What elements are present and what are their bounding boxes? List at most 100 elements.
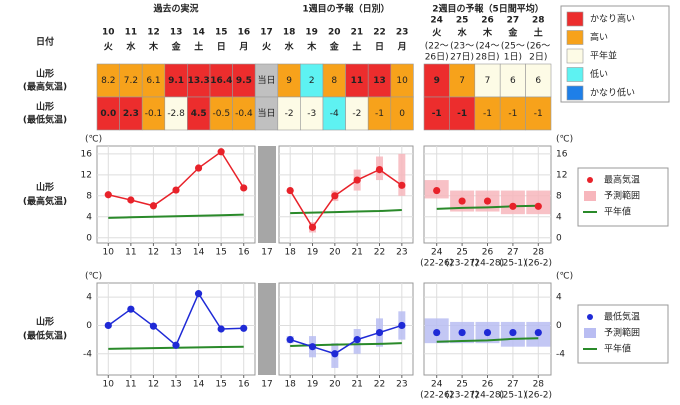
cell-value: 2.3 xyxy=(123,109,139,119)
x-tick-label: 23 xyxy=(396,248,407,258)
weekday: 金 xyxy=(507,27,518,39)
cell-value: -2.8 xyxy=(167,109,185,119)
row-label: 山形 xyxy=(36,181,54,193)
x-tick-label: 28 xyxy=(533,380,545,390)
x-tick-label: 14 xyxy=(193,248,205,258)
x-note: (24-28) xyxy=(471,259,504,269)
day-number: 15 xyxy=(215,28,228,38)
data-point xyxy=(458,328,466,337)
x-tick-label: 16 xyxy=(238,380,250,390)
legend-range xyxy=(584,191,596,201)
period: 28日) xyxy=(476,52,500,63)
x-tick-label: 25 xyxy=(456,248,467,258)
y-tick-label: 4 xyxy=(86,212,92,222)
normal-line xyxy=(436,204,539,210)
period: 2日) xyxy=(529,52,547,63)
day-number: 28 xyxy=(532,16,545,26)
data-point xyxy=(240,324,248,332)
legend-label: 予測範囲 xyxy=(604,190,640,202)
series-line xyxy=(289,168,403,229)
data-point xyxy=(509,328,517,337)
data-point xyxy=(331,192,339,200)
legend-label: 最低気温 xyxy=(604,311,640,323)
legend-marker xyxy=(587,177,593,183)
forecast-range xyxy=(398,153,406,196)
today-band xyxy=(258,146,276,243)
weekday: 水 xyxy=(126,41,136,53)
normal-line xyxy=(108,213,244,219)
data-point xyxy=(398,321,406,330)
x-tick-label: 22 xyxy=(374,248,385,258)
data-point xyxy=(104,191,112,199)
x-tick-label: 12 xyxy=(148,380,159,390)
legend-label: かなり低い xyxy=(590,87,635,99)
table-cell xyxy=(423,63,450,98)
data-point xyxy=(127,196,135,204)
day-number: 18 xyxy=(283,28,296,38)
legend-swatch xyxy=(566,11,584,27)
weekday: 木 xyxy=(148,41,159,53)
day-number: 21 xyxy=(351,28,364,38)
cell-value: 13.3 xyxy=(188,76,210,86)
x-tick-label: 11 xyxy=(125,248,136,258)
x-tick-label: 18 xyxy=(284,380,296,390)
past-heading: 過去の実況 xyxy=(152,3,198,15)
y-tick-label: 4 xyxy=(556,293,562,303)
legend-label: 平年並 xyxy=(590,50,617,62)
cell-value: -3 xyxy=(307,109,316,119)
cell-value: 9 xyxy=(434,76,440,86)
x-tick-label: 25 xyxy=(456,380,467,390)
x-note: (24-28) xyxy=(471,391,504,401)
legend-marker xyxy=(587,314,593,320)
period: (22〜 xyxy=(425,42,449,52)
row-label: (最高気温) xyxy=(23,195,67,207)
x-tick-label: 19 xyxy=(307,380,319,390)
data-point xyxy=(331,350,339,358)
data-point xyxy=(172,186,180,194)
data-point xyxy=(286,336,294,344)
y-tick-label: 0 xyxy=(86,233,92,243)
table-cell xyxy=(474,96,501,131)
y-tick-label: 0 xyxy=(86,321,92,331)
legend-swatch xyxy=(566,67,584,82)
legend-label: かなり高い xyxy=(590,13,635,25)
cell-value: 9.5 xyxy=(236,76,252,86)
period: (24〜 xyxy=(476,42,500,52)
row-label: (最高気温) xyxy=(23,81,67,93)
data-point xyxy=(172,341,180,349)
data-point xyxy=(217,325,225,333)
x-tick-label: 27 xyxy=(507,248,518,258)
normal-line xyxy=(290,208,402,215)
cell-value: 8.2 xyxy=(101,76,115,86)
data-point xyxy=(375,165,384,174)
x-tick-label: 20 xyxy=(329,248,341,258)
data-point xyxy=(104,321,112,330)
x-tick-label: 12 xyxy=(148,248,159,258)
weekday: 日 xyxy=(217,42,226,53)
x-note: (26-2) xyxy=(525,259,552,269)
data-point xyxy=(534,328,542,337)
row-label: 山形 xyxy=(36,101,54,113)
period: (23〜 xyxy=(450,42,474,52)
x-note: (25-1) xyxy=(499,391,526,401)
data-point xyxy=(308,343,317,351)
weekday: 金 xyxy=(171,41,182,53)
x-tick-label: 24 xyxy=(431,380,443,390)
forecast-range xyxy=(500,190,525,215)
legend-swatch xyxy=(566,30,584,45)
weekday: 金 xyxy=(329,41,340,53)
x-tick-label: 14 xyxy=(193,380,205,390)
x-tick-label: 17 xyxy=(261,380,272,390)
x-tick-label: 21 xyxy=(351,380,362,390)
x-tick-label: 13 xyxy=(170,380,181,390)
legend-label: 低い xyxy=(590,68,608,80)
y-tick-label: 12 xyxy=(556,170,567,180)
data-point xyxy=(149,322,158,330)
cell-value: -1 xyxy=(375,109,384,119)
x-tick-label: 13 xyxy=(170,248,181,258)
weekday: 木 xyxy=(482,27,493,39)
cell-value: 0 xyxy=(399,109,405,119)
day-number: 11 xyxy=(125,28,138,38)
day-number: 16 xyxy=(238,28,251,38)
week1-heading: 1週目の予報（日別） xyxy=(302,3,389,15)
